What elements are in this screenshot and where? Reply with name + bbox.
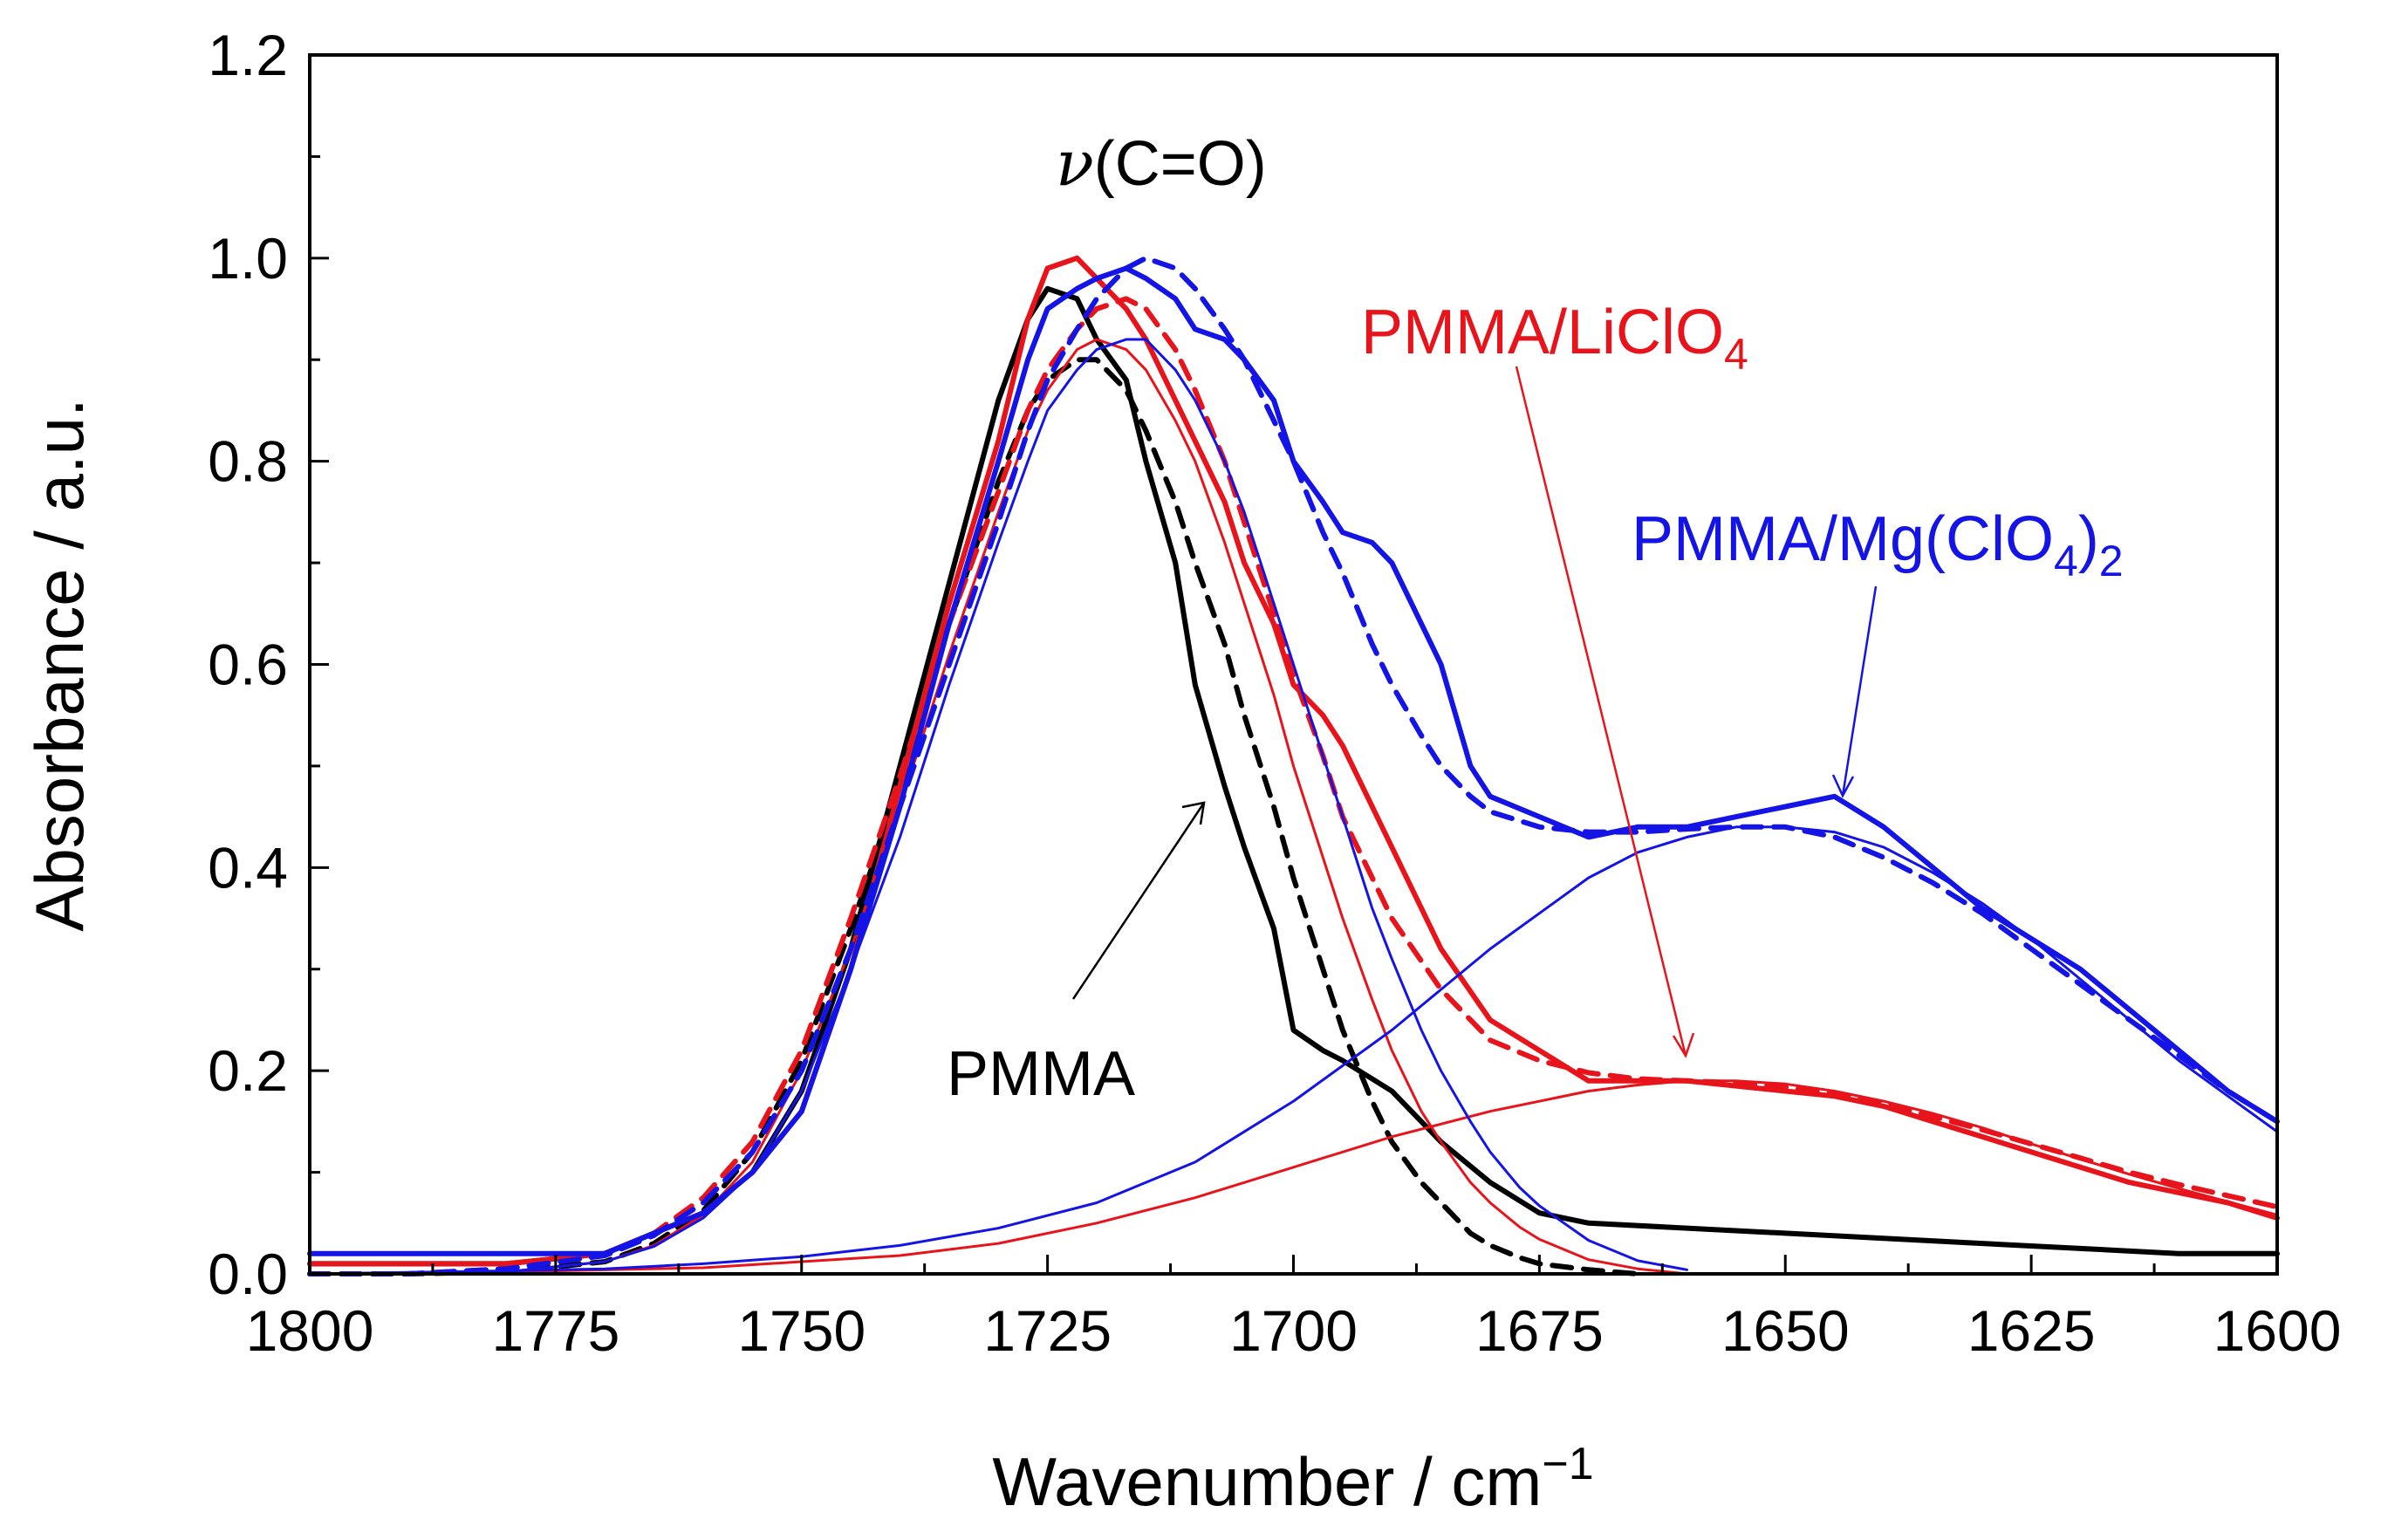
x-tick-label: 1600	[2213, 1298, 2342, 1363]
y-tick-label: 1.0	[208, 226, 288, 291]
y-tick-label: 0.6	[208, 633, 288, 697]
x-tick-label: 1700	[1229, 1298, 1358, 1363]
pmma-label: PMMA	[947, 1039, 1135, 1109]
series-pmma-liclo4-component-2	[308, 1079, 2279, 1276]
x-tick-label: 1800	[246, 1298, 374, 1363]
series-pmma-mg-clo4-2-component-2	[308, 825, 2279, 1276]
x-tick-label: 1750	[737, 1298, 866, 1363]
pmma-mgclo4-arrow	[1841, 585, 1878, 797]
series-pmma-fit	[307, 357, 1641, 1276]
y-tick-label: 0.8	[208, 429, 288, 494]
y-tick-label: 0.0	[208, 1242, 288, 1306]
series-pmma-mg-clo4-2-fit	[307, 255, 2280, 1276]
pmma-liclo4-arrowhead	[1672, 1032, 1695, 1058]
series-pmma-liclo4-fit	[307, 296, 2280, 1276]
y-axis-title: Absorbance / a.u.	[21, 398, 98, 931]
pmma-arrowhead	[1181, 801, 1206, 825]
x-axis-ticks: 1800 1775 1750 1725 1700 1675 1650 1625 1600	[246, 1255, 2342, 1363]
series-pmma-liclo4-component-1	[308, 338, 1688, 1276]
x-tick-label: 1775	[491, 1298, 619, 1363]
series-pmma-mg-clo4-2-component-1	[308, 338, 1688, 1276]
y-tick-label: 0.2	[208, 1038, 288, 1103]
pmma-liclo4-label: PMMA/LiClO4	[1361, 298, 1748, 379]
x-tick-label: 1725	[983, 1298, 1112, 1363]
y-tick-label: 0.4	[208, 835, 288, 900]
x-tick-label: 1625	[1967, 1298, 2096, 1363]
pmma-arrow	[1071, 802, 1206, 1000]
pmma-liclo4-arrow	[1515, 366, 1687, 1057]
y-axis-ticks: 0.0 0.2 0.4 0.6 0.8 1.0 1.2	[208, 23, 329, 1306]
series-layer	[307, 255, 2280, 1276]
peak-assignment-label: ν(C=O)	[1056, 127, 1267, 200]
x-tick-label: 1650	[1721, 1298, 1850, 1363]
x-axis-title: Wavenumber / cm−1	[992, 1439, 1593, 1520]
pmma-mgclo4-arrowhead	[1831, 774, 1855, 798]
x-tick-label: 1675	[1475, 1298, 1604, 1363]
pmma-mgclo4-label: PMMA/Mg(ClO4)2	[1632, 504, 2124, 585]
y-tick-label: 1.2	[208, 23, 288, 87]
